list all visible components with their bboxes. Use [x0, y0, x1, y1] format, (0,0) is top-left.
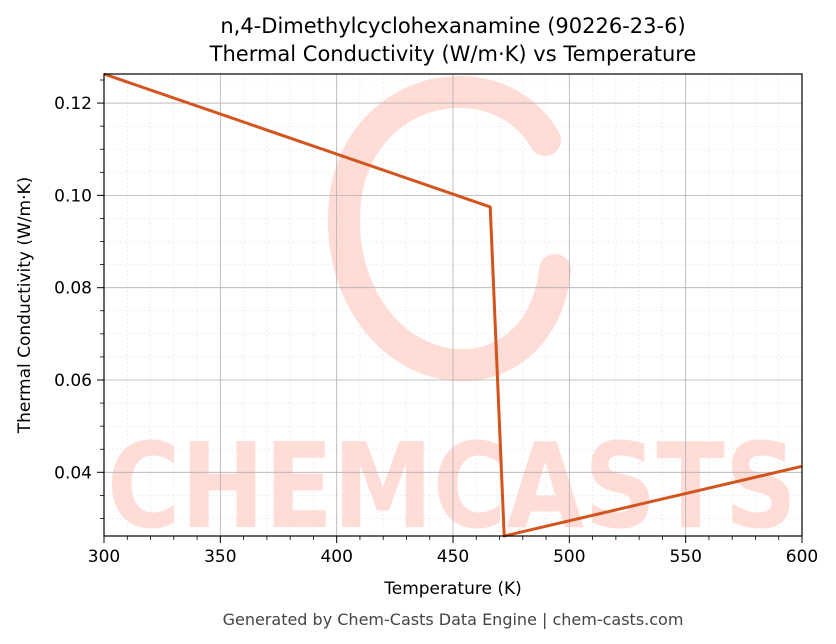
footer-text: Generated by Chem-Casts Data Engine | ch…	[223, 610, 684, 629]
watermark-logo-icon	[328, 76, 571, 382]
x-tick-label: 550	[669, 547, 701, 567]
x-tick-label: 450	[437, 547, 469, 567]
y-tick-label: 0.08	[54, 279, 92, 299]
y-tick-label: 0.04	[54, 463, 92, 483]
x-tick-label: 600	[786, 547, 818, 567]
y-axis-label: Thermal Conductivity (W/m·K)	[15, 177, 35, 435]
x-axis-label: Temperature (K)	[383, 579, 522, 599]
ticks: 300 350 400 450 500 550 600 0.04 0.06 0.08 0.10 0.1…	[54, 79, 818, 567]
x-tick-label: 500	[553, 547, 585, 567]
watermark-text: CHEMCASTS	[107, 417, 797, 555]
y-tick-label: 0.06	[54, 371, 92, 391]
y-tick-label: 0.12	[54, 94, 92, 114]
x-tick-label: 350	[204, 547, 236, 567]
series-layer	[103, 72, 803, 538]
series-line	[103, 72, 803, 538]
x-tick-label: 400	[320, 547, 352, 567]
y-tick-label: 0.10	[54, 186, 92, 206]
chart-subtitle: Thermal Conductivity (W/m·K) vs Temperat…	[209, 42, 697, 66]
x-tick-label: 300	[88, 547, 120, 567]
chart-title: n,4-Dimethylcyclohexanamine (90226-23-6)	[220, 14, 685, 38]
watermark: CHEMCASTS	[107, 76, 797, 555]
